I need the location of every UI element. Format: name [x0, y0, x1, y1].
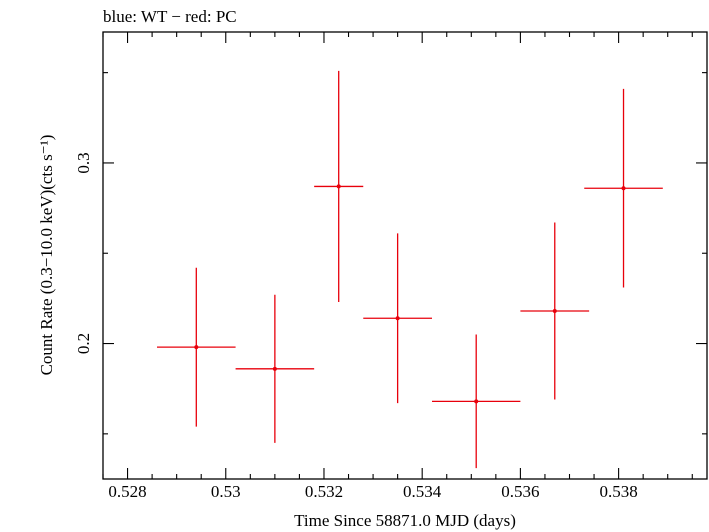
data-marker [272, 366, 277, 371]
x-tick-label: 0.536 [501, 482, 539, 501]
data-point [363, 233, 433, 404]
x-tick-label: 0.532 [305, 482, 343, 501]
data-point [520, 222, 590, 400]
y-tick-labels: 0.2 0.3 [74, 152, 93, 354]
x-tick-label: 0.538 [599, 482, 637, 501]
data-marker [621, 186, 626, 191]
y-tick-label: 0.3 [74, 152, 93, 173]
data-marker [395, 316, 400, 321]
data-marker [194, 345, 199, 350]
x-tick-label: 0.53 [211, 482, 241, 501]
data-point [235, 294, 315, 443]
x-tick-labels: 0.528 0.53 0.532 0.534 0.536 0.538 [108, 482, 637, 501]
chart-title: blue: WT − red: PC [103, 7, 237, 26]
x-axis-label: Time Since 58871.0 MJD (days) [294, 511, 516, 530]
data-point [157, 267, 236, 427]
data-point [314, 70, 364, 303]
data-points [157, 70, 663, 469]
data-point [584, 88, 663, 288]
y-axis-label: Count Rate (0.3−10.0 keV)(cts s⁻¹) [37, 135, 56, 376]
axis-ticks [102, 32, 707, 479]
plot-frame [102, 31, 708, 480]
data-marker [552, 309, 557, 314]
x-tick-label: 0.528 [108, 482, 146, 501]
data-point [432, 334, 521, 469]
data-marker [336, 184, 341, 189]
y-tick-label: 0.2 [74, 333, 93, 354]
data-marker [474, 399, 479, 404]
x-tick-label: 0.534 [403, 482, 442, 501]
